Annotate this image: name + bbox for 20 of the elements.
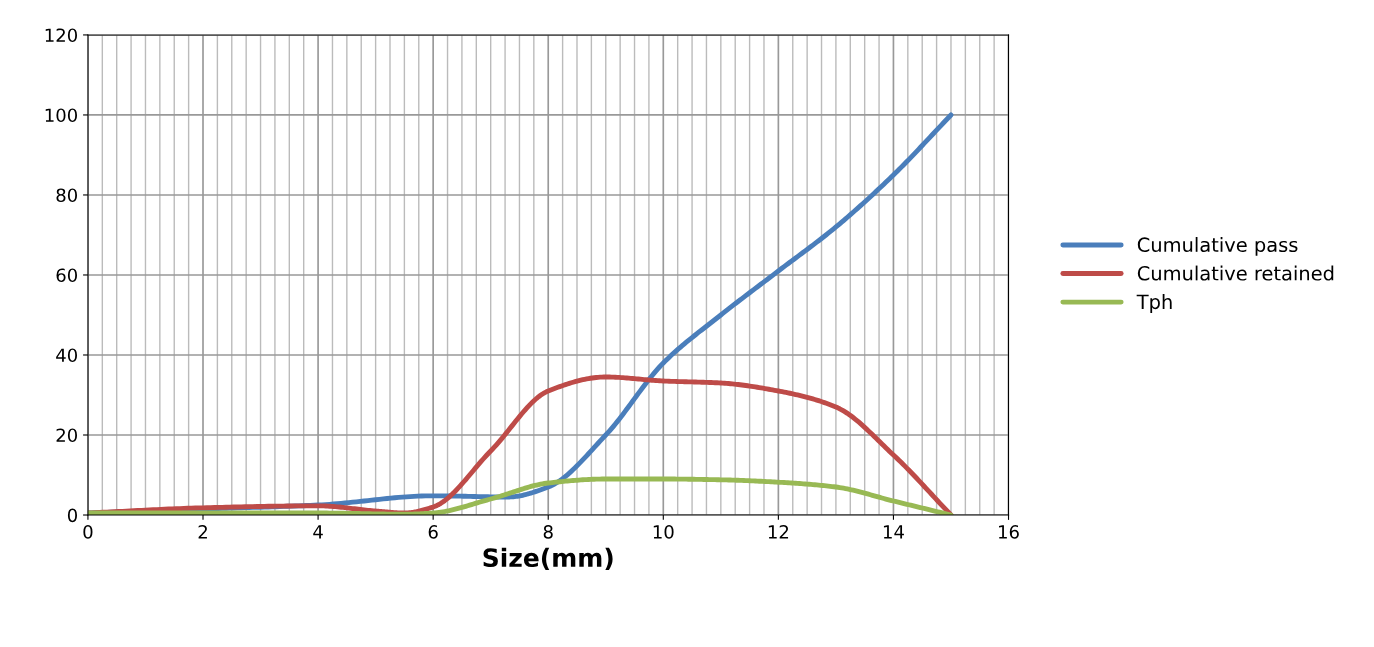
- x-tick-label: 12: [768, 525, 789, 539]
- legend-label: Tph: [1136, 294, 1172, 313]
- x-tick-label: 0: [83, 525, 93, 539]
- x-tick-label: 2: [198, 525, 207, 539]
- x-tick-label: 16: [999, 525, 1019, 539]
- x-axis-title: Size(mm): [483, 547, 613, 571]
- x-tick-label: 14: [883, 525, 904, 539]
- y-tick-label: 0: [67, 508, 78, 523]
- y-tick-label: 20: [56, 428, 78, 443]
- x-tick-label: 10: [653, 525, 674, 539]
- y-tick-label: 60: [56, 268, 78, 283]
- x-tick-label: 8: [543, 525, 553, 539]
- y-tick-label: 40: [56, 348, 78, 363]
- x-tick-label: 4: [313, 525, 323, 539]
- y-tick-label: 100: [45, 108, 78, 123]
- legend-label: Cumulative pass: [1137, 237, 1298, 256]
- x-tick-label: 6: [428, 525, 438, 539]
- y-tick-label: 80: [56, 188, 78, 203]
- legend-label: Cumulative retained: [1137, 265, 1334, 281]
- y-tick-label: 120: [45, 28, 78, 43]
